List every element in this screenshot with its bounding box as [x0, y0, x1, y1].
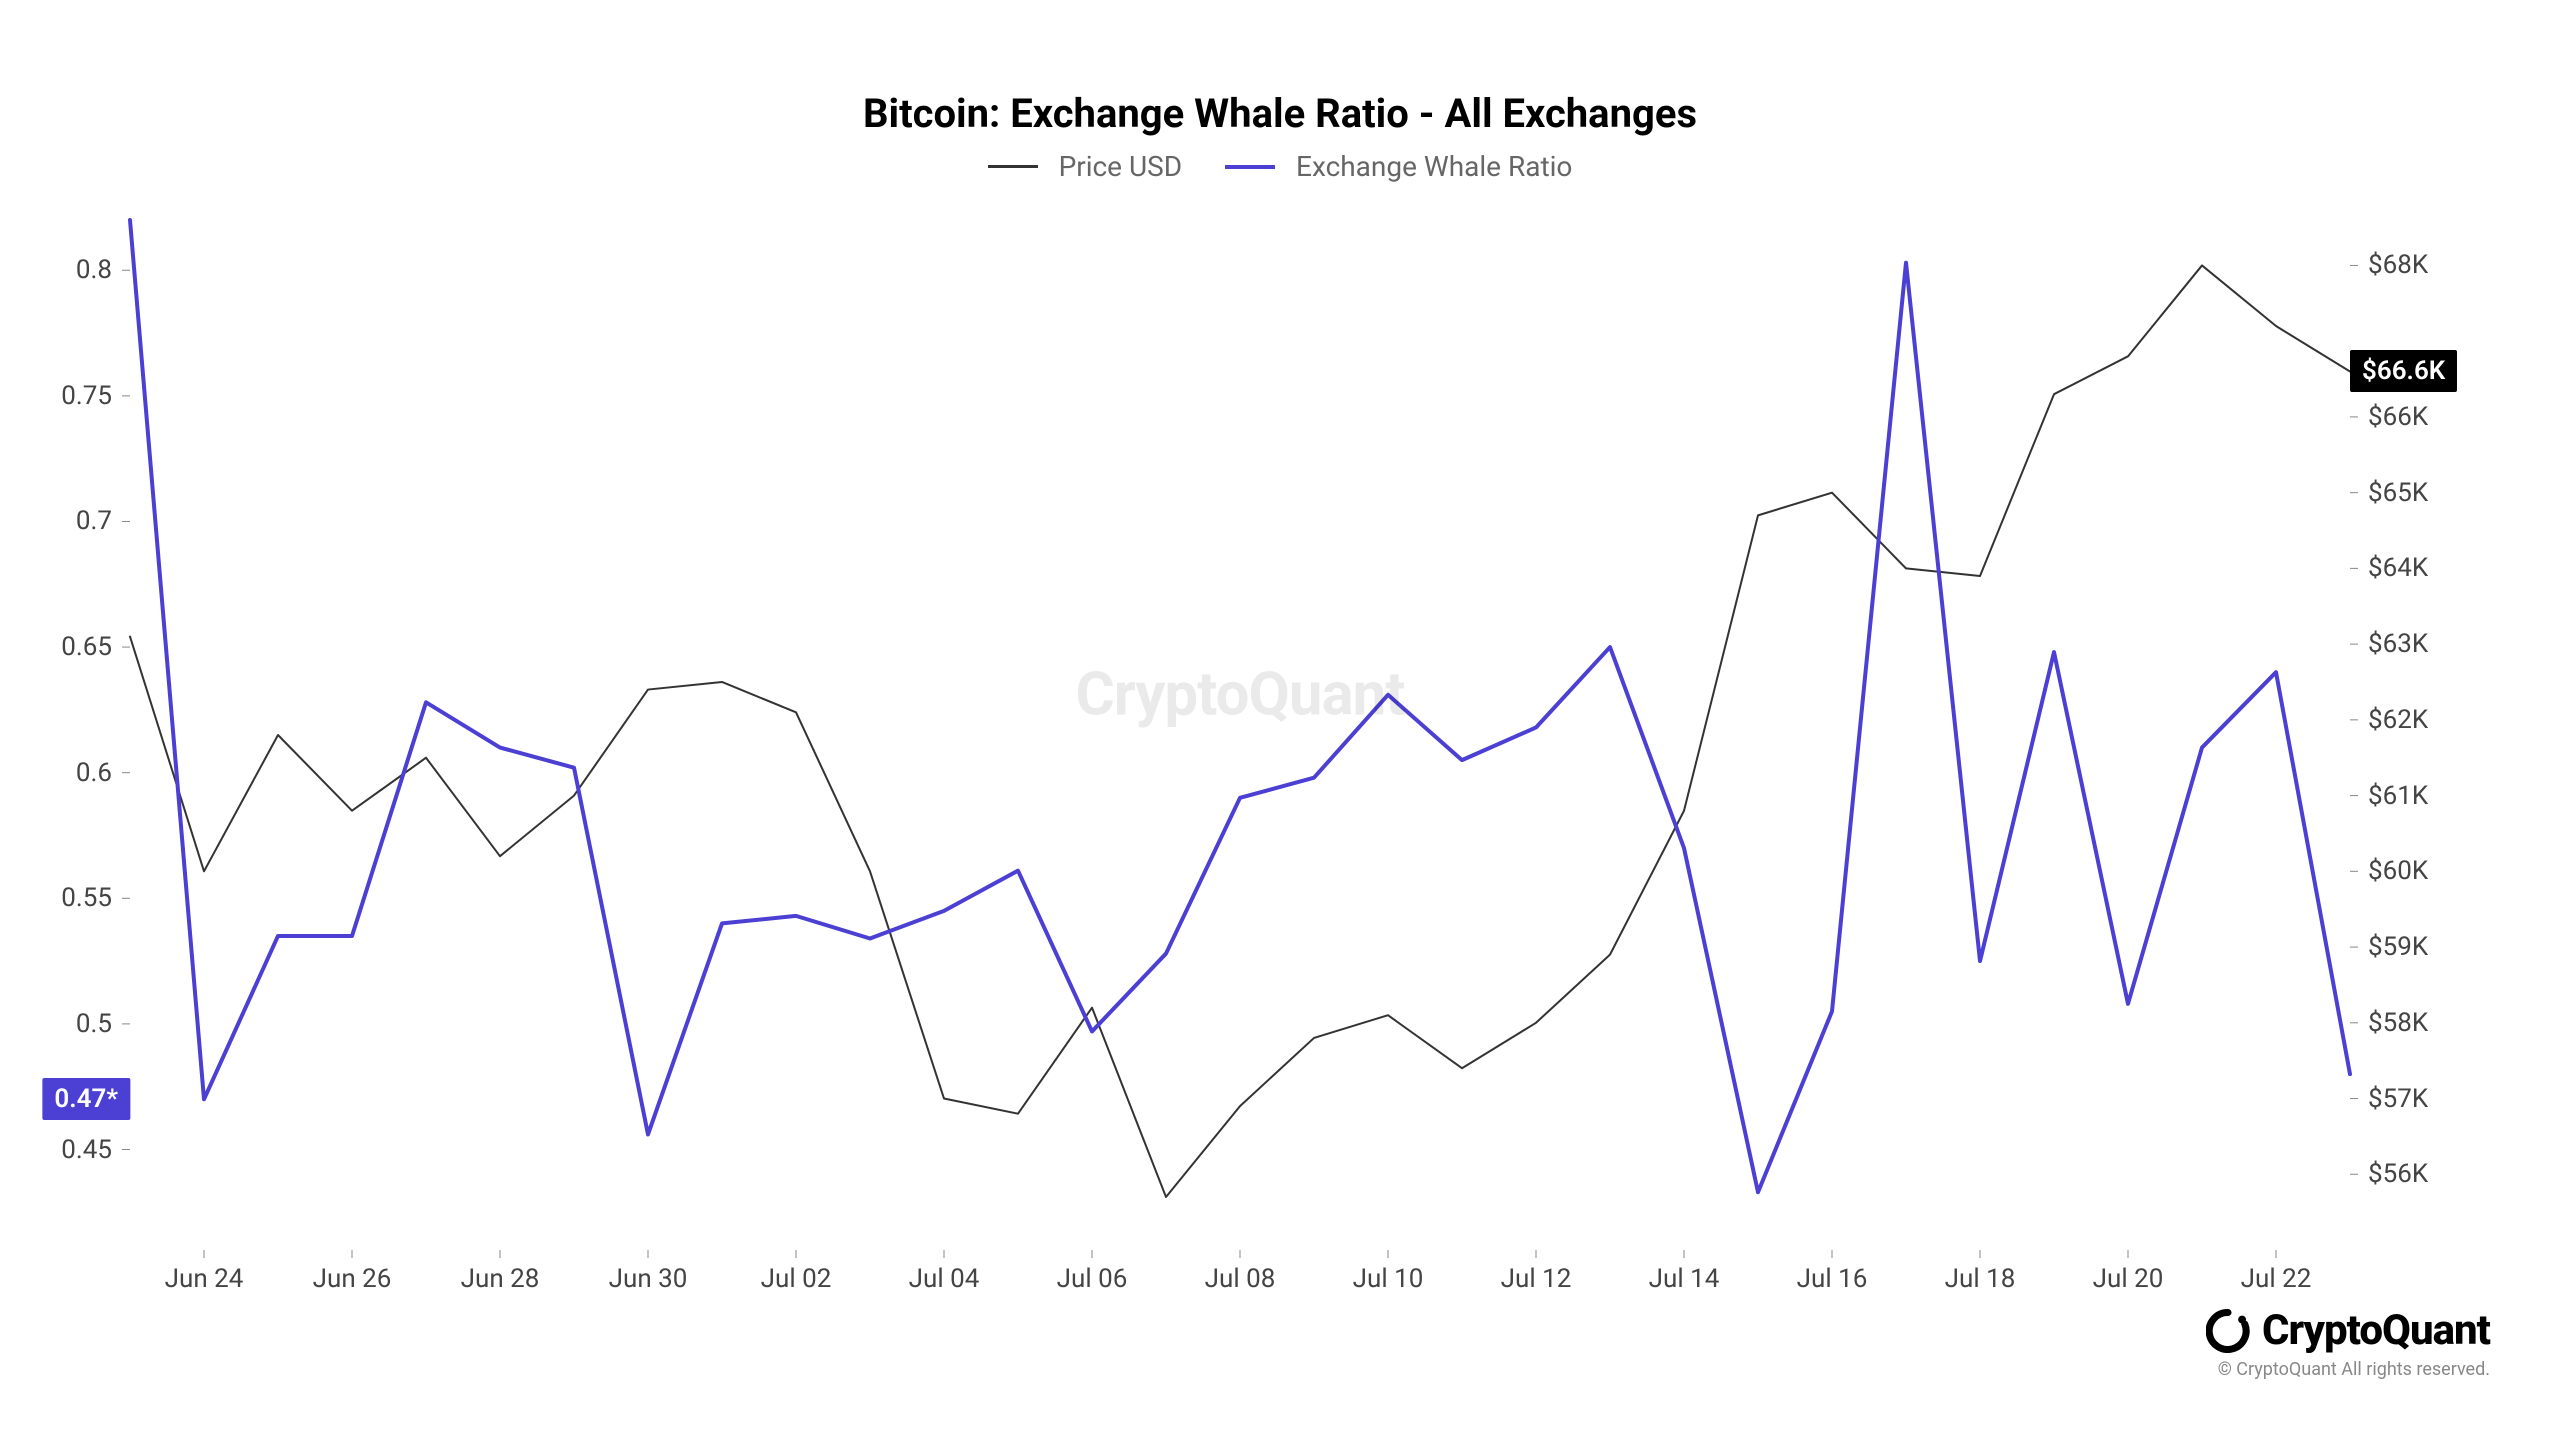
x-tick: Jul 20: [2093, 1264, 2164, 1294]
y-left-tick: 0.5: [76, 1009, 112, 1039]
y-right-tick: $65K: [2368, 478, 2428, 508]
y-left-tick: 0.65: [61, 632, 112, 662]
chart-container: Bitcoin: Exchange Whale Ratio - All Exch…: [0, 0, 2560, 1440]
x-tick: Jul 02: [761, 1264, 832, 1294]
brand-logo-row: CryptoQuant: [2206, 1306, 2490, 1355]
x-tick: Jul 16: [1797, 1264, 1868, 1294]
x-tick: Jul 04: [909, 1264, 980, 1294]
legend-label-price: Price USD: [1059, 150, 1183, 183]
x-tick: Jul 08: [1205, 1264, 1276, 1294]
y-right-tick: $64K: [2368, 553, 2428, 583]
brand-logo-icon: [2206, 1309, 2250, 1353]
y-right-tick: $68K: [2368, 250, 2428, 280]
x-tick: Jun 24: [165, 1264, 244, 1294]
chart-title: Bitcoin: Exchange Whale Ratio - All Exch…: [0, 90, 2560, 137]
x-tick: Jul 06: [1057, 1264, 1128, 1294]
plot-svg: [130, 220, 2350, 1250]
brand-name: CryptoQuant: [2262, 1306, 2490, 1355]
y-right-tick: $57K: [2368, 1084, 2428, 1114]
chart-legend: Price USD Exchange Whale Ratio: [0, 148, 2560, 183]
x-tick: Jul 18: [1945, 1264, 2016, 1294]
y-left-tick: 0.45: [61, 1135, 112, 1165]
y-right-tick: $63K: [2368, 629, 2428, 659]
x-tick: Jul 12: [1501, 1264, 1572, 1294]
legend-swatch-price: [988, 165, 1038, 168]
watermark-text: CryptoQuant: [1075, 658, 1404, 729]
y-right-tick: $62K: [2368, 705, 2428, 735]
x-tick: Jul 14: [1649, 1264, 1720, 1294]
y-left-tick: 0.55: [61, 883, 112, 913]
y-right-tick: $60K: [2368, 856, 2428, 886]
right-axis-badge: $66.6K: [2350, 350, 2457, 392]
brand-copyright: © CryptoQuant All rights reserved.: [2206, 1359, 2490, 1380]
y-left-tick: 0.8: [76, 255, 112, 285]
x-tick: Jul 10: [1353, 1264, 1424, 1294]
legend-swatch-whale: [1225, 165, 1275, 169]
y-right-tick: $56K: [2368, 1159, 2428, 1189]
y-right-tick: $66K: [2368, 402, 2428, 432]
x-tick: Jun 26: [313, 1264, 392, 1294]
y-left-tick: 0.75: [61, 381, 112, 411]
legend-label-whale: Exchange Whale Ratio: [1296, 150, 1572, 183]
y-left-tick: 0.6: [76, 758, 112, 788]
y-right-tick: $59K: [2368, 932, 2428, 962]
left-axis-badge: 0.47*: [42, 1078, 130, 1120]
x-tick: Jul 22: [2241, 1264, 2312, 1294]
plot-area: CryptoQuant 0.47* $66.6K: [130, 220, 2350, 1250]
y-right-tick: $61K: [2368, 781, 2428, 811]
brand-block: CryptoQuant © CryptoQuant All rights res…: [2206, 1306, 2490, 1380]
y-right-tick: $58K: [2368, 1008, 2428, 1038]
x-tick: Jun 30: [609, 1264, 688, 1294]
y-left-tick: 0.7: [76, 506, 112, 536]
x-tick: Jun 28: [461, 1264, 540, 1294]
